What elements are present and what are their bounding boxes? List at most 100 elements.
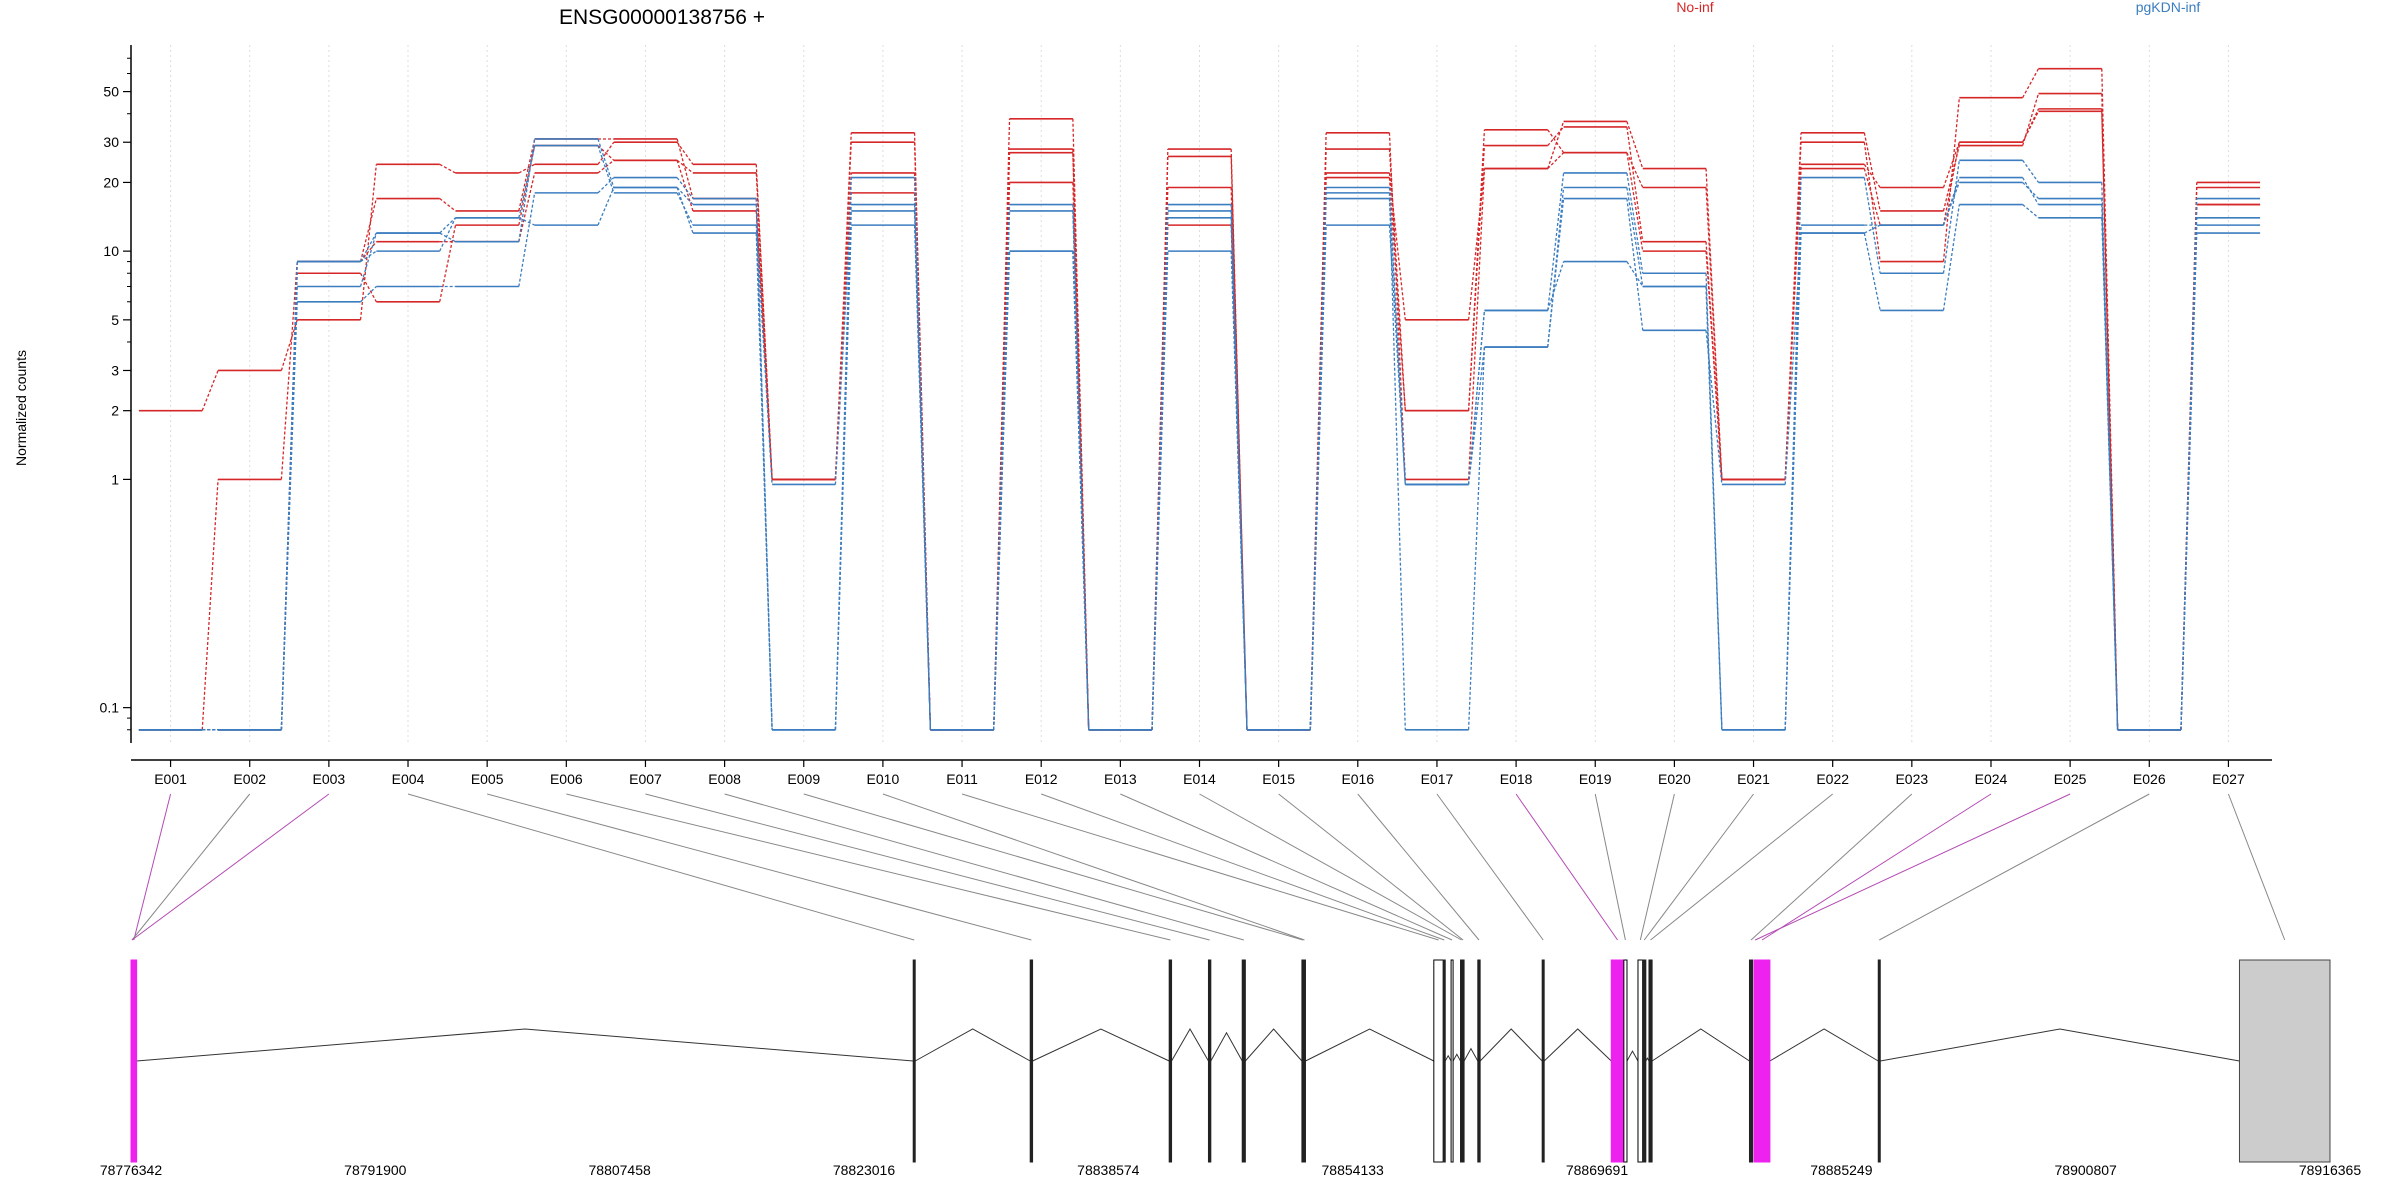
exon-block-e013 [1450,959,1454,1163]
segment-e021 [1784,225,1802,730]
connector-e005 [487,793,1032,941]
segment-e024 [2022,68,2040,99]
segment-e003 [359,164,378,320]
x-tick-label-e023: E023 [1895,771,1928,787]
connector-e006 [566,793,1171,941]
segment-e015 [1309,198,1327,730]
intron-line [1032,1028,1170,1062]
segment-e016 [1388,177,1406,411]
x-tick-label-e001: E001 [154,771,187,787]
segment-e003 [359,198,377,262]
segment-e002 [280,261,298,730]
exon-gridlines [170,45,2229,743]
coordinate-label: 78916365 [2299,1162,2362,1178]
segment-e004 [439,232,456,243]
segment-e022 [1863,232,1881,311]
y-tick-label: 3 [111,362,119,378]
segment-e003 [360,241,377,262]
segment-e017 [1467,129,1486,411]
connector-e014 [1199,793,1462,941]
connector-e022 [1650,793,1833,941]
segment-e019 [1626,172,1644,274]
coordinate-label: 78791900 [344,1162,407,1178]
segment-e024 [2022,159,2039,183]
exon-block-e004 [912,959,916,1163]
segment-e021 [1784,233,1802,485]
segment-e007 [676,138,694,199]
exon-block-e026 [1877,959,1881,1163]
segment-e009 [834,192,852,480]
segment-e019 [1626,152,1644,188]
segment-e002 [280,301,298,730]
connector-e016 [1357,793,1480,941]
segment-e007 [676,141,694,165]
segment-e005 [518,192,536,287]
coordinate-label: 78807458 [589,1162,652,1178]
connector-e003 [131,793,330,941]
exon-block-e008 [1241,959,1246,1163]
segment-e006 [597,187,615,226]
segment-e022 [1864,224,1881,234]
segment-e023 [1942,142,1960,188]
legend-label-pgkdn-inf: pgKDN-inf [2136,0,2201,15]
connector-e013 [1120,793,1453,941]
connector-e002 [131,793,251,941]
intron-line [136,1028,914,1062]
segment-e002 [280,273,298,730]
exon-block-e017 [1541,959,1545,1163]
segment-e023 [1942,160,1960,274]
coordinate-label: 78885249 [1810,1162,1873,1178]
segment-e008 [755,172,773,480]
segment-e005 [518,138,536,212]
segment-e017 [1467,168,1486,480]
segment-e006 [597,159,615,174]
exon-block-e022 [1648,959,1653,1163]
x-tick-label-e007: E007 [629,771,662,787]
legend-label-no-inf: No-inf [1676,0,1713,15]
connector-e012 [1041,793,1445,941]
x-tick-label-e009: E009 [787,771,820,787]
segment-e003 [359,272,377,303]
segment-e020 [1705,168,1723,480]
connector-e001 [133,793,172,941]
connector-e008 [724,793,1244,941]
exon-block-e010 [1302,959,1306,1163]
x-tick-label-e015: E015 [1262,771,1295,787]
segment-e005 [518,217,535,226]
exon-block-e025 [1753,959,1757,1163]
segment-e008 [755,198,773,480]
y-tick-label: 5 [111,312,119,328]
segment-e009 [834,204,852,485]
segment-e026 [2180,217,2198,730]
segment-e023 [1942,145,1960,212]
segment-e005 [518,163,535,174]
intron-line [1444,1054,1452,1062]
segment-e016 [1388,225,1406,485]
intron-line [1244,1028,1303,1062]
segment-e012 [1072,251,1090,730]
connector-e021 [1643,793,1754,941]
y-tick-label: 10 [103,243,119,259]
intron-line [1452,1053,1461,1062]
segment-e004 [439,224,457,302]
x-tick-label-e024: E024 [1975,771,2008,787]
intron-line [1880,1028,2240,1062]
intron-line [1210,1031,1243,1062]
segment-e023 [1942,142,1960,226]
segment-e022 [1863,142,1881,262]
segment-e023 [1942,204,1960,311]
x-tick-label-e011: E011 [946,771,978,787]
y-axis-label: Normalized counts [13,350,29,466]
exon-block-e011 [1433,959,1444,1163]
x-tick-label-e022: E022 [1816,771,1849,787]
connector-e026 [1879,793,2150,941]
intron-line [1171,1027,1209,1062]
connector-e023 [1750,793,1913,941]
segment-e004 [439,198,456,212]
segment-e017 [1467,310,1486,485]
coordinate-label: 78869691 [1566,1162,1629,1178]
segment-e015 [1309,172,1327,730]
connector-e019 [1594,793,1626,941]
segment-e018 [1547,187,1565,348]
